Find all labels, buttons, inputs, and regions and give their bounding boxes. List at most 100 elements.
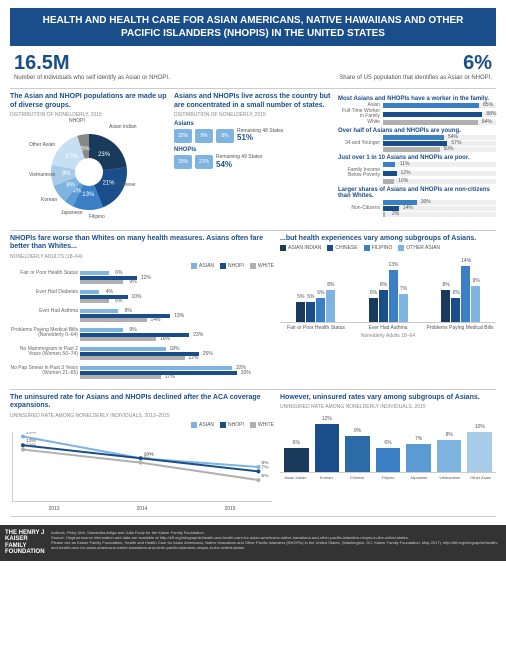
- health-measure: No Pap Smear in Past 3 Years (Women 21–6…: [10, 366, 274, 384]
- hbar-row: White84%: [338, 120, 496, 125]
- svg-text:13%: 13%: [82, 192, 95, 198]
- stat-left-sub: Number of individuals who self identify …: [14, 75, 243, 82]
- asians-title: Asians: [174, 121, 332, 127]
- uninsured-bar: 12%: [315, 424, 340, 472]
- svg-text:8%: 8%: [66, 182, 75, 188]
- maps-hdr: Asians and NHOPIs live across the countr…: [174, 93, 332, 110]
- health-left-sub: NONELDERLY ADULTS (18–64): [10, 254, 274, 260]
- pie-col: The Asian and NHOPI populations are made…: [10, 93, 168, 226]
- state-icon: 9%: [195, 129, 213, 143]
- unins-left-sub: UNINSURED RATE AMONG NONELDERLY INDIVIDU…: [10, 413, 274, 419]
- pie-hdr: The Asian and NHOPI populations are made…: [10, 93, 168, 110]
- uninsured-bar: 8%: [437, 440, 462, 472]
- uninsured-bar: 7%: [406, 444, 431, 472]
- maps-sub: DISTRIBUTION OF NONELDERLY, 2015: [174, 112, 332, 118]
- pie-label: Japanese: [61, 210, 83, 216]
- health-measure: Problems Paying Medical Bills (Nonelderl…: [10, 328, 274, 346]
- hbar-row: 50%: [338, 147, 496, 152]
- footer-logo: THE HENRY J KAISER FAMILY FOUNDATION: [5, 530, 45, 556]
- nhopis-title: NHOPIs: [174, 147, 332, 153]
- health-measure: No Mammogram in Past 2 Years (Women 50–7…: [10, 347, 274, 365]
- state-icon: 25%: [174, 155, 192, 169]
- svg-text:5%: 5%: [261, 473, 269, 479]
- health-right-hdr: ...but health experiences vary among sub…: [280, 235, 496, 243]
- demographics-row: The Asian and NHOPI populations are made…: [10, 89, 496, 231]
- uninsured-label: Korean: [311, 475, 342, 480]
- footer-cite: Please cite as Kaiser Family Foundation,…: [51, 540, 501, 550]
- legend-item: NHOPI: [220, 263, 244, 269]
- pie-label: Vietnamese: [29, 172, 55, 178]
- pie-label: Asian Indian: [109, 124, 137, 130]
- title: HEALTH AND HEALTH CARE FOR ASIAN AMERICA…: [10, 8, 496, 46]
- pie-label: NHOPI: [69, 118, 85, 124]
- stat-left-value: 16.5M: [14, 52, 243, 75]
- svg-text:12%: 12%: [26, 442, 37, 448]
- pie-sub: DISTRIBUTION OF NONELDERLY, 2015: [10, 112, 168, 118]
- svg-text:15%: 15%: [26, 432, 37, 436]
- top-stats: 16.5M Number of individuals who self ide…: [10, 46, 496, 89]
- svg-text:23%: 23%: [98, 152, 111, 158]
- svg-text:7%: 7%: [261, 464, 269, 470]
- footer: THE HENRY J KAISER FAMILY FOUNDATION Aut…: [0, 525, 506, 561]
- pie-label: Filipino: [89, 214, 105, 220]
- stat-right-value: 6%: [263, 52, 492, 75]
- uninsured-bar: 6%: [284, 448, 309, 472]
- pie-label: Chinese: [117, 182, 135, 188]
- legend-item: NHOPI: [220, 422, 244, 428]
- state-icon: 21%: [195, 155, 213, 169]
- stat-right-sub: Share of US population that identifies a…: [263, 75, 492, 82]
- health-measure: Ever Had Asthma8%19%14%: [10, 309, 274, 327]
- legend-item: CHINESE: [327, 245, 357, 251]
- hbar-row: 2%: [338, 212, 496, 217]
- svg-text:9%: 9%: [144, 455, 152, 461]
- svg-text:21%: 21%: [103, 181, 116, 187]
- uninsured-row: The uninsured rate for Asians and NHOPIs…: [10, 390, 496, 517]
- unins-right-sub: UNINSURED RATE AMONG NONELDERLY INDIVIDU…: [280, 404, 496, 410]
- bar-group: 5%5%6%8%: [284, 290, 347, 322]
- svg-text:9%: 9%: [62, 171, 71, 177]
- group-label: Ever Had Asthma: [352, 325, 424, 331]
- remaining-states: Remaining 48 States51%: [237, 129, 283, 143]
- hbar-row: Family Income Below Poverty12%: [338, 168, 496, 178]
- uninsured-bar: 6%: [376, 448, 401, 472]
- year-label: 2015: [186, 506, 274, 512]
- hbar-row: 34 and Younger57%: [338, 141, 496, 146]
- uninsured-label: Japanese: [403, 475, 434, 480]
- legend-item: FILIPINO: [364, 245, 393, 251]
- pie-label: Other Asian: [29, 142, 55, 148]
- year-label: 2013: [10, 506, 98, 512]
- hbar-row: Non-Citizens14%: [338, 206, 496, 211]
- svg-text:5%: 5%: [81, 146, 90, 152]
- state-icon: 32%: [174, 129, 192, 143]
- legend-item: ASIAN: [191, 422, 214, 428]
- group-label: Problems Paying Medical Bills: [424, 325, 496, 331]
- bar-group: 8%6%14%9%: [429, 266, 492, 322]
- svg-text:17%: 17%: [66, 154, 79, 160]
- unins-left-hdr: The uninsured rate for Asians and NHOPIs…: [10, 394, 274, 411]
- uninsured-bar: 9%: [345, 436, 370, 472]
- remaining-states: Remaining 49 States54%: [216, 155, 262, 169]
- mini-header: Just over 1 in 10 Asians and NHOPIs are …: [338, 155, 496, 161]
- legend-item: WHITE: [250, 263, 274, 269]
- health-measure: Fair or Poor Health Status6%12%9%: [10, 271, 274, 289]
- health-left-hdr: NHOPIs fare worse than Whites on many he…: [10, 235, 274, 252]
- legend-item: OTHER ASIAN: [398, 245, 440, 251]
- right-bars-col: Most Asians and NHOPIs have a worker in …: [338, 93, 496, 226]
- maps-col: Asians and NHOPIs live across the countr…: [174, 93, 332, 226]
- mini-header: Larger shares of Asians and NHOPIs are n…: [338, 187, 496, 199]
- unins-right-hdr: However, uninsured rates vary among subg…: [280, 394, 496, 402]
- legend-item: ASIAN: [191, 263, 214, 269]
- mini-header: Most Asians and NHOPIs have a worker in …: [338, 96, 496, 102]
- bar-group: 6%8%13%7%: [357, 270, 420, 322]
- pie-label: Korean: [41, 197, 57, 203]
- hbar-row: 10%: [338, 179, 496, 184]
- year-label: 2014: [98, 506, 186, 512]
- legend-item: WHITE: [250, 422, 274, 428]
- uninsured-label: Filipino: [373, 475, 404, 480]
- hbar-row: Full-Time Worker in Family88%: [338, 109, 496, 119]
- uninsured-label: Asian Indian: [280, 475, 311, 480]
- health-right-sub: Nonelderly Adults 18–64: [280, 333, 496, 339]
- uninsured-label: Other Asian: [465, 475, 496, 480]
- mini-header: Over half of Asians and NHOPIs are young…: [338, 128, 496, 134]
- legend-item: ASIAN INDIAN: [280, 245, 321, 251]
